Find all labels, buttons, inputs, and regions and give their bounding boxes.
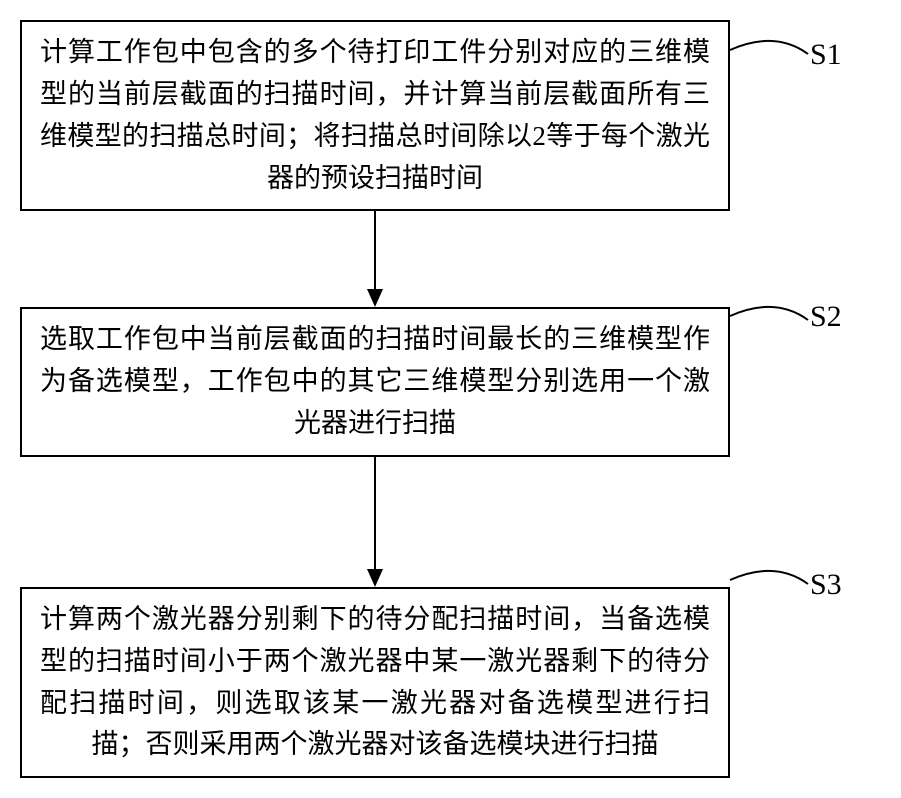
flow-node-s1-text: 计算工作包中包含的多个待打印工件分别对应的三维模型的当前层截面的扫描时间，并计算… <box>40 32 710 199</box>
step-label-s3: S3 <box>810 568 842 602</box>
flow-node-s3-text: 计算两个激光器分别剩下的待分配扫描时间，当备选模型的扫描时间小于两个激光器中某一… <box>40 599 710 766</box>
step-label-s2: S2 <box>810 300 842 334</box>
flow-node-s3: 计算两个激光器分别剩下的待分配扫描时间，当备选模型的扫描时间小于两个激光器中某一… <box>20 587 730 778</box>
flow-node-s2: 选取工作包中当前层截面的扫描时间最长的三维模型作为备选模型，工作包中的其它三维模… <box>20 307 730 457</box>
flow-arrow-s1-s2 <box>20 211 730 307</box>
flow-node-s1: 计算工作包中包含的多个待打印工件分别对应的三维模型的当前层截面的扫描时间，并计算… <box>20 20 730 211</box>
flow-arrow-s2-s3 <box>20 457 730 587</box>
step-label-s1: S1 <box>810 38 842 72</box>
flow-node-s2-text: 选取工作包中当前层截面的扫描时间最长的三维模型作为备选模型，工作包中的其它三维模… <box>40 319 710 445</box>
flowchart-container: 计算工作包中包含的多个待打印工件分别对应的三维模型的当前层截面的扫描时间，并计算… <box>20 20 880 778</box>
